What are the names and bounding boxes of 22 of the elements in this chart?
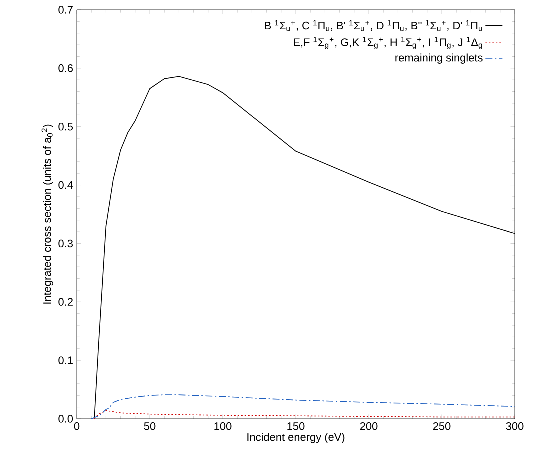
line-series bbox=[91, 394, 516, 419]
y-tick-label: 0.2 bbox=[58, 298, 73, 306]
x-tick-label: 0 bbox=[74, 422, 80, 430]
x-tick-label: 150 bbox=[288, 422, 305, 430]
line-series bbox=[94, 410, 516, 419]
y-axis-title: Integrated cross section (units of a$_{0}$$^{2}$) bbox=[42, 124, 54, 304]
y-tick-label: 0.0 bbox=[58, 415, 74, 423]
x-axis-title: Incident energy (eV) bbox=[248, 433, 345, 444]
text: B $^{1}$Σ$_{u}$$^{+}$, C $^{1}$Π$_{u}$, B' $^{1}$Σ$_{u}$$^{+}$, D $^{1}$Π$_{u}$, B'' $^{1}$Σ$_{u}$$^{+}$, D' $^{1}$Π$_{u}$ bbox=[265, 20, 482, 32]
x-tick-label: 100 bbox=[214, 422, 232, 430]
y-tick-label: 0.6 bbox=[58, 64, 73, 72]
text: E,F $^{1}$Σ$_{g}$$^{+}$, G,K $^{1}$Σ$_{g}$$^{+}$, H $^{1}$Σ$_{g}$$^{+}$, I $^{1}$Π$_{g}$, J $^{1}$Δ$_{g}$ bbox=[294, 37, 482, 50]
x-tick-label: 200 bbox=[360, 422, 378, 430]
y-tick-label: 0.4 bbox=[58, 181, 74, 190]
legend-label: remaining singlets bbox=[396, 54, 483, 64]
y-tick-label: 0.5 bbox=[58, 122, 74, 131]
x-tick-label: 250 bbox=[433, 422, 451, 430]
y-tick-label: 0.1 bbox=[58, 356, 73, 364]
y-tick-label: 0.7 bbox=[58, 6, 73, 14]
x-tick-label: 300 bbox=[506, 422, 524, 430]
x-tick-label: 50 bbox=[144, 422, 156, 430]
y-tick-label: 0.3 bbox=[58, 240, 73, 248]
